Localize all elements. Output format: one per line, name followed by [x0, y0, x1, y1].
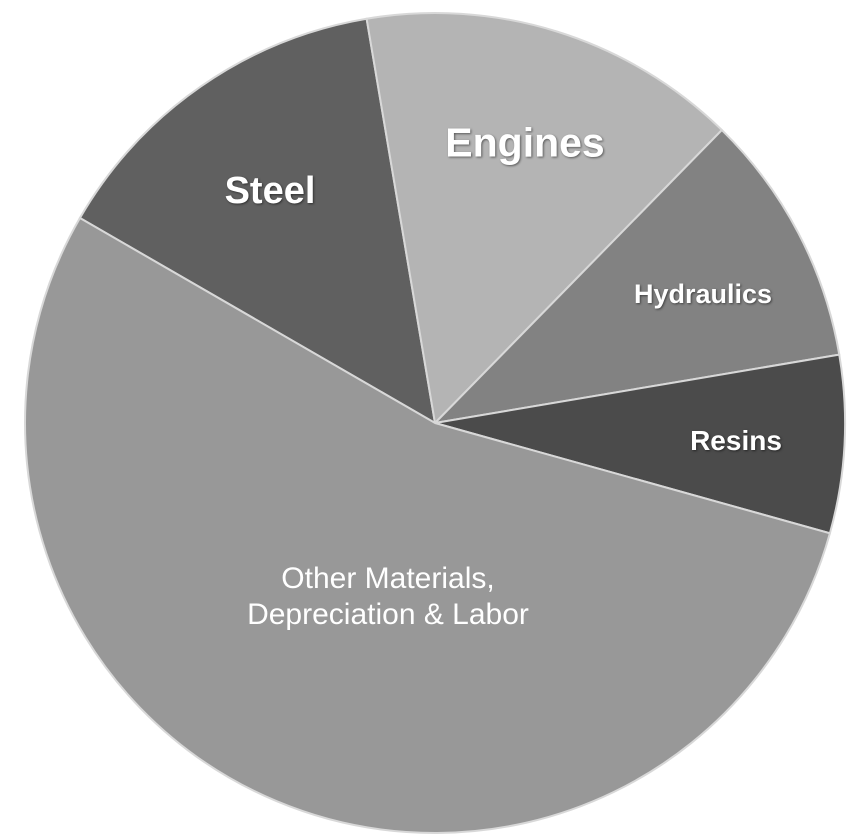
pie-slice — [24, 216, 832, 834]
slice-label: Hydraulics — [633, 278, 773, 309]
pie-slice — [432, 128, 841, 425]
slice-label: Other Materials, Depreciation & Labor — [247, 562, 529, 631]
pie-slice — [434, 353, 846, 535]
pie-slice — [365, 12, 724, 426]
slice-label: Engines — [445, 119, 605, 166]
slice-label: Steel — [224, 170, 316, 213]
pie-slice — [78, 17, 437, 425]
slice-label: Resins — [690, 425, 782, 457]
